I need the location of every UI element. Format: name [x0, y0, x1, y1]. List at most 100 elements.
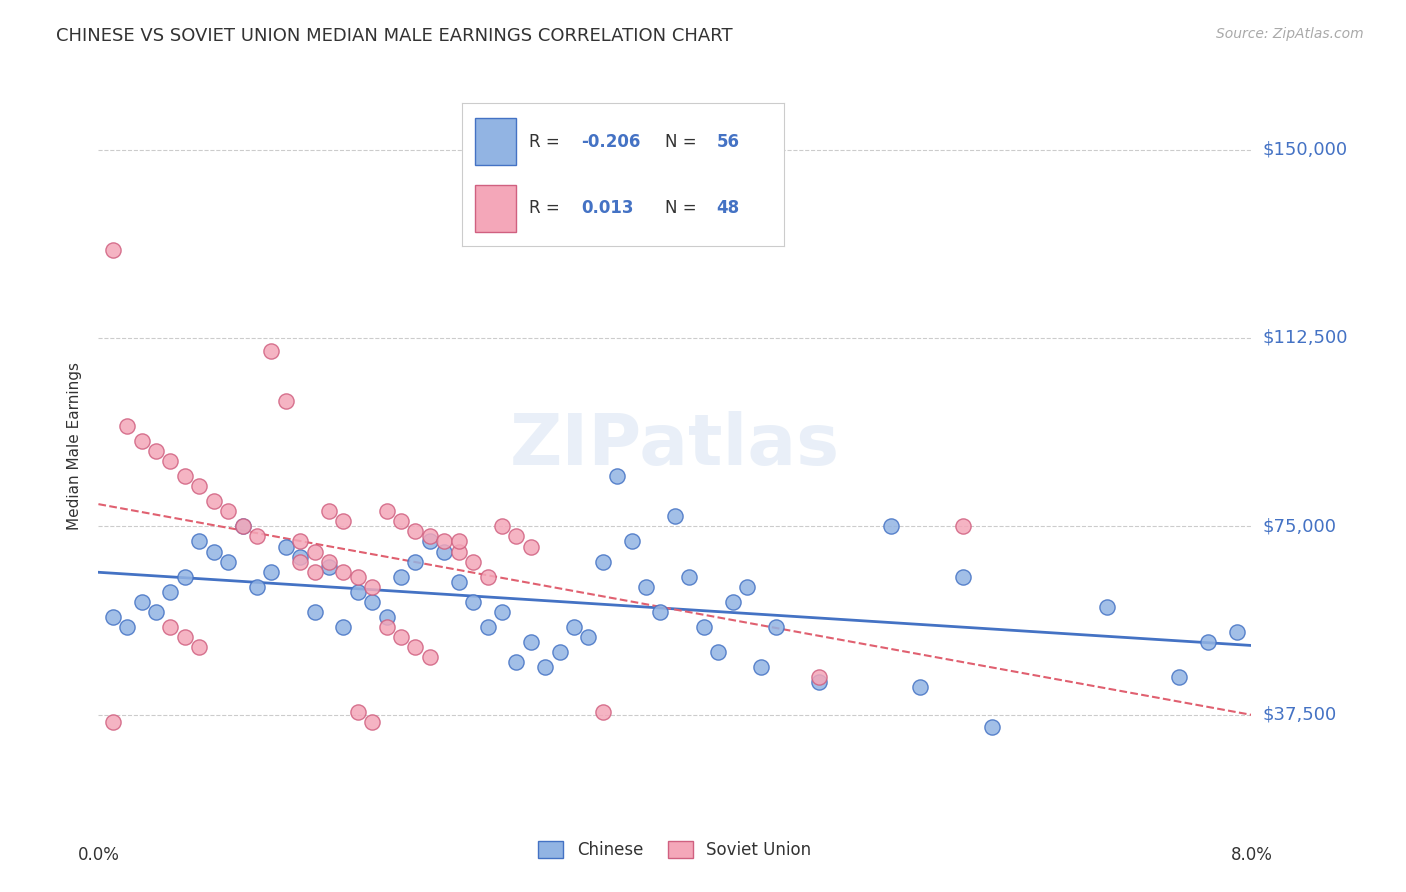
Point: [1197, 635, 1219, 649]
Point: [620, 534, 643, 549]
Point: [332, 515, 354, 529]
Point: [274, 540, 297, 554]
Point: [491, 605, 513, 619]
Point: [765, 620, 787, 634]
Point: [678, 569, 700, 583]
Point: [101, 715, 124, 730]
Point: [318, 504, 340, 518]
Point: [101, 610, 124, 624]
Point: [650, 605, 672, 619]
Point: [131, 434, 153, 448]
Point: [592, 706, 614, 720]
Point: [202, 494, 225, 508]
Point: [707, 645, 730, 659]
Point: [188, 479, 211, 493]
Point: [807, 670, 830, 684]
Point: [461, 595, 484, 609]
Point: [419, 534, 441, 549]
Point: [419, 650, 441, 665]
Y-axis label: Median Male Earnings: Median Male Earnings: [67, 362, 83, 530]
Point: [419, 529, 441, 543]
Point: [908, 680, 931, 694]
Point: [304, 544, 326, 558]
Point: [505, 529, 527, 543]
Point: [304, 565, 326, 579]
Point: [290, 549, 312, 564]
Text: CHINESE VS SOVIET UNION MEDIAN MALE EARNINGS CORRELATION CHART: CHINESE VS SOVIET UNION MEDIAN MALE EARN…: [56, 27, 733, 45]
Legend: Chinese, Soviet Union: Chinese, Soviet Union: [531, 834, 818, 866]
Point: [477, 620, 499, 634]
Text: $112,500: $112,500: [1263, 329, 1348, 347]
Point: [117, 418, 138, 433]
Point: [174, 569, 197, 583]
Point: [664, 509, 686, 524]
Point: [375, 610, 398, 624]
Point: [159, 620, 181, 634]
Point: [117, 620, 138, 634]
Point: [578, 630, 600, 644]
Point: [981, 720, 1004, 734]
Point: [636, 580, 658, 594]
Point: [548, 645, 571, 659]
Point: [188, 534, 211, 549]
Point: [461, 555, 484, 569]
Text: ZIPatlas: ZIPatlas: [510, 411, 839, 481]
Point: [231, 519, 254, 533]
Point: [1097, 599, 1119, 614]
Point: [375, 504, 398, 518]
Point: [389, 515, 412, 529]
Point: [290, 555, 312, 569]
Point: [477, 569, 499, 583]
Point: [880, 519, 903, 533]
Text: $37,500: $37,500: [1263, 706, 1337, 723]
Point: [318, 555, 340, 569]
Point: [433, 534, 456, 549]
Text: $150,000: $150,000: [1263, 141, 1347, 159]
Point: [101, 243, 124, 257]
Point: [361, 580, 384, 594]
Point: [1168, 670, 1191, 684]
Point: [159, 584, 181, 599]
Point: [375, 620, 398, 634]
Point: [592, 555, 614, 569]
Point: [246, 580, 269, 594]
Point: [1226, 624, 1249, 639]
Point: [131, 595, 153, 609]
Text: Source: ZipAtlas.com: Source: ZipAtlas.com: [1216, 27, 1364, 41]
Point: [145, 605, 167, 619]
Point: [145, 444, 167, 458]
Point: [534, 660, 557, 674]
Point: [346, 584, 368, 599]
Point: [217, 504, 239, 518]
Point: [405, 555, 427, 569]
Point: [405, 524, 427, 539]
Point: [217, 555, 239, 569]
Point: [274, 393, 297, 408]
Point: [519, 635, 541, 649]
Point: [260, 565, 283, 579]
Point: [332, 565, 354, 579]
Point: [952, 569, 974, 583]
Point: [188, 640, 211, 654]
Point: [751, 660, 773, 674]
Point: [332, 620, 354, 634]
Point: [491, 519, 513, 533]
Point: [807, 675, 830, 690]
Point: [246, 529, 269, 543]
Point: [260, 343, 283, 358]
Point: [562, 620, 585, 634]
Point: [735, 580, 758, 594]
Text: 0.0%: 0.0%: [77, 846, 120, 863]
Point: [318, 559, 340, 574]
Text: $75,000: $75,000: [1263, 517, 1337, 535]
Point: [447, 544, 470, 558]
Point: [693, 620, 716, 634]
Point: [405, 640, 427, 654]
Point: [505, 655, 527, 669]
Point: [361, 715, 384, 730]
Point: [606, 469, 628, 483]
Point: [231, 519, 254, 533]
Point: [159, 454, 181, 468]
Point: [447, 574, 470, 589]
Text: 8.0%: 8.0%: [1230, 846, 1272, 863]
